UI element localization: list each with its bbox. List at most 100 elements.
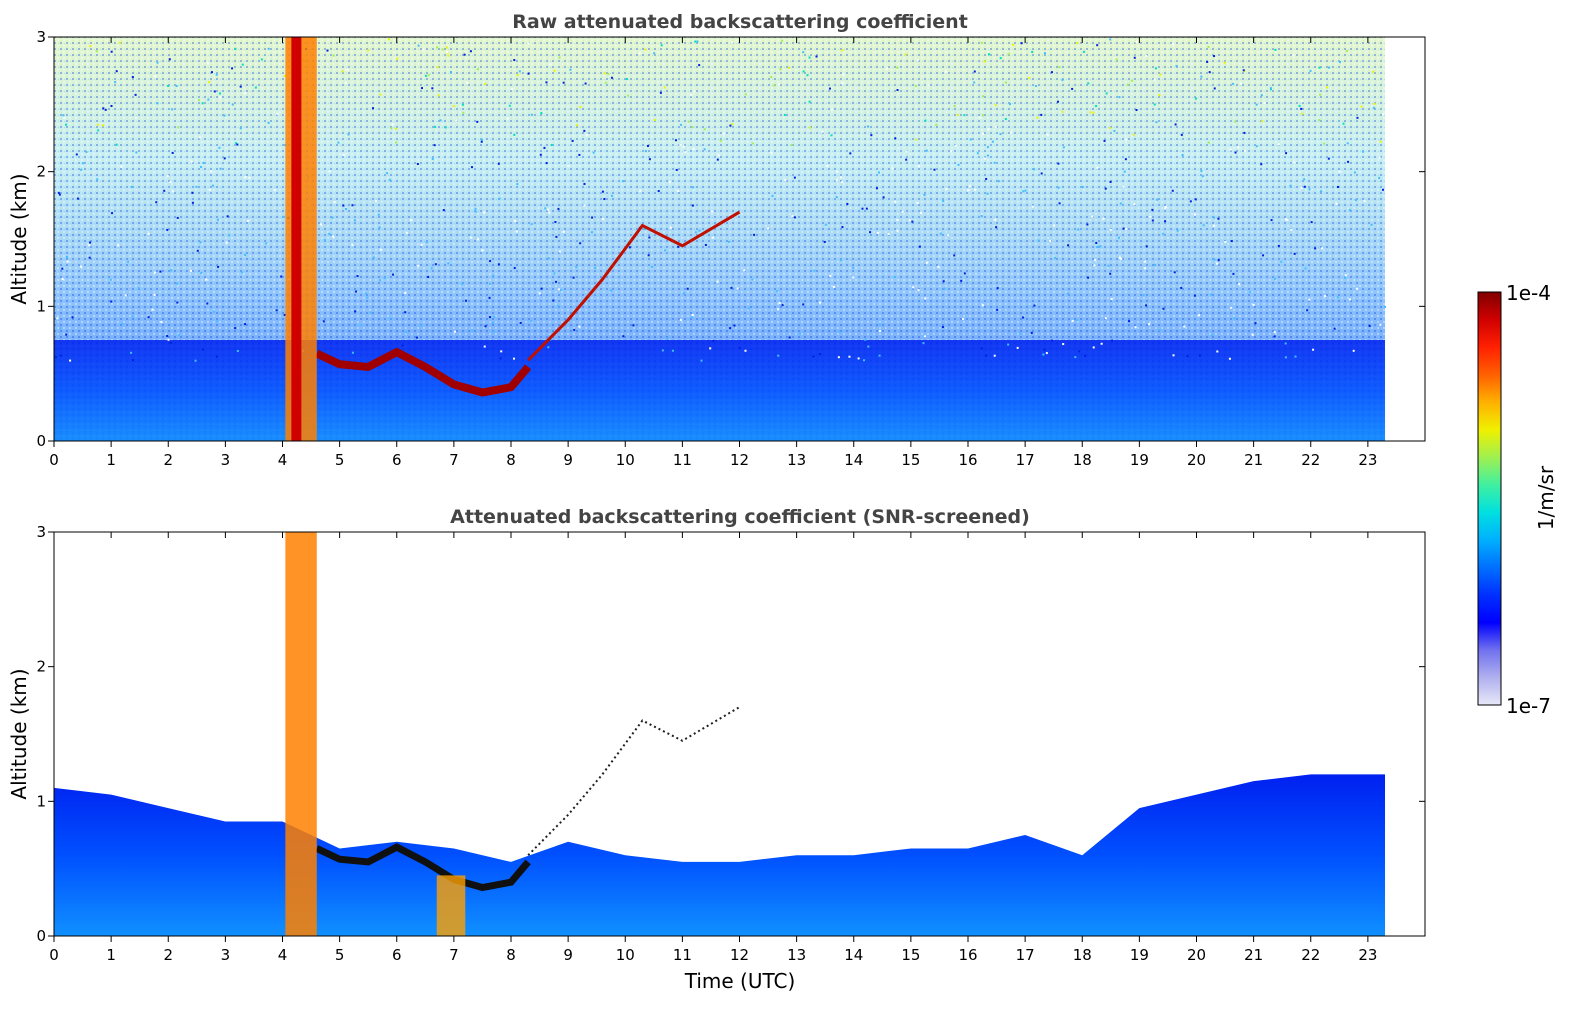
noise-pixel (1300, 107, 1303, 110)
noise-pixel (963, 272, 966, 275)
noise-pixel (1363, 200, 1366, 203)
noise-pixel (736, 287, 739, 290)
noise-pixel (513, 133, 516, 136)
noise-pixel (999, 57, 1002, 60)
noise-pixel (391, 123, 394, 126)
noise-pixel (1125, 228, 1128, 231)
noise-pixel (828, 87, 831, 90)
noise-pixel (716, 280, 719, 283)
noise-pixel (767, 227, 770, 230)
noise-pixel (669, 226, 672, 229)
noise-pixel (953, 254, 956, 257)
noise-pixel (95, 50, 98, 53)
noise-pixel (436, 66, 439, 69)
noise-pixel (480, 138, 483, 141)
x-tick-label: 13 (787, 451, 806, 469)
noise-pixel (223, 157, 226, 160)
noise-pixel (849, 152, 852, 155)
noise-pixel (219, 96, 222, 99)
noise-pixel (195, 185, 198, 188)
x-tick-label: 7 (449, 451, 459, 469)
noise-pixel (704, 243, 707, 246)
noise-pixel (671, 349, 674, 352)
noise-pixel (447, 54, 450, 57)
noise-pixel (852, 276, 855, 279)
x-tick-label: 2 (163, 946, 173, 964)
noise-pixel (267, 47, 270, 50)
noise-pixel (88, 256, 91, 259)
noise-pixel (61, 278, 64, 281)
noise-pixel (679, 143, 682, 146)
noise-pixel (434, 263, 437, 266)
noise-pixel (1054, 256, 1057, 259)
noise-pixel (722, 132, 725, 135)
noise-pixel (196, 249, 199, 252)
noise-pixel (240, 271, 243, 274)
noise-pixel (994, 125, 997, 128)
noise-pixel (729, 124, 732, 127)
noise-pixel (57, 191, 60, 194)
noise-pixel (815, 55, 818, 58)
noise-pixel (491, 321, 494, 324)
noise-pixel (1159, 73, 1162, 76)
noise-pixel (464, 299, 467, 302)
noise-pixel (1273, 335, 1276, 338)
noise-pixel (1228, 357, 1231, 360)
noise-pixel (332, 54, 335, 57)
noise-pixel (751, 278, 754, 281)
x-tick-label: 16 (958, 946, 977, 964)
noise-pixel (246, 219, 249, 222)
noise-pixel (1148, 323, 1151, 326)
noise-pixel (607, 72, 610, 75)
noise-pixel (76, 197, 79, 200)
noise-pixel (981, 114, 984, 117)
noise-pixel (1062, 343, 1065, 346)
noise-pixel (1213, 87, 1216, 90)
x-tick-label: 5 (335, 946, 345, 964)
noise-pixel (231, 103, 234, 106)
noise-pixel (134, 93, 137, 96)
noise-pixel (1285, 218, 1288, 221)
noise-pixel (1173, 271, 1176, 274)
noise-pixel (554, 280, 557, 283)
noise-pixel (573, 328, 576, 331)
noise-pixel (799, 332, 802, 335)
noise-pixel (622, 335, 625, 338)
noise-pixel (1294, 355, 1297, 358)
noise-pixel (205, 278, 208, 281)
noise-pixel (1277, 244, 1280, 247)
noise-pixel (1172, 42, 1175, 45)
noise-pixel (887, 233, 890, 236)
noise-pixel (1122, 185, 1125, 188)
noise-pixel (813, 269, 816, 272)
noise-pixel (950, 150, 953, 153)
noise-pixel (191, 201, 194, 204)
x-tick-label: 18 (1073, 946, 1092, 964)
noise-pixel (1037, 239, 1040, 242)
noise-pixel (351, 204, 354, 207)
noise-pixel (716, 158, 719, 161)
noise-pixel (578, 325, 581, 328)
noise-pixel (1144, 267, 1147, 270)
noise-pixel (682, 145, 685, 148)
noise-pixel (1372, 70, 1375, 73)
noise-pixel (372, 107, 375, 110)
rising-layer (527, 706, 741, 856)
noise-pixel (583, 129, 586, 132)
x-axis-ticks: 0 1 2 3 4 5 6 7 8 9 10 11 12 13 14 15 16 17 18 19 20 21 22 23 (49, 37, 1377, 469)
noise-pixel (404, 311, 407, 314)
x-tick-label: 1 (106, 946, 116, 964)
noise-pixel (474, 207, 477, 210)
noise-pixel (1019, 332, 1022, 335)
noise-pixel (137, 287, 140, 290)
noise-pixel (447, 262, 450, 265)
noise-pixel (610, 194, 613, 197)
noise-pixel (1372, 106, 1375, 109)
noise-pixel (210, 170, 213, 173)
noise-pixel (944, 70, 947, 73)
noise-pixel (483, 211, 486, 214)
noise-pixel (981, 304, 984, 307)
noise-pixel (779, 68, 782, 71)
noise-pixel (1049, 239, 1052, 242)
noise-pixel (66, 260, 69, 263)
